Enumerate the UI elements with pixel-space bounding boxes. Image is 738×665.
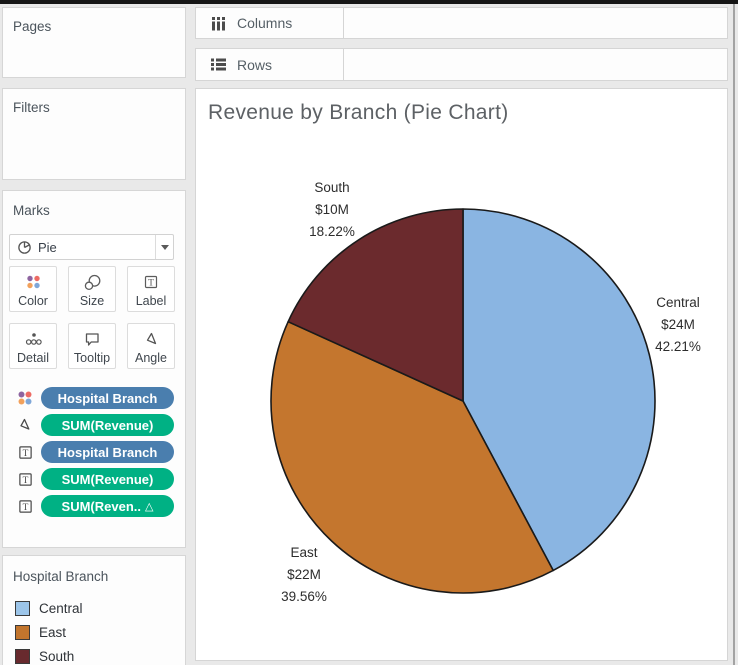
marks-card: Marks Pie [2, 190, 186, 548]
window-right-edge [733, 4, 735, 665]
pill-sum-revenue-angle[interactable]: SUM(Revenue) [41, 414, 174, 436]
pages-shelf[interactable]: Pages [2, 7, 186, 78]
angle-button-label: Angle [135, 351, 167, 365]
pill-row: T SUM(Reven.. △ [3, 495, 187, 517]
pill-label: SUM(Reven.. [61, 498, 141, 514]
color-button[interactable]: Color [9, 266, 57, 312]
slice-category: Central [656, 295, 700, 310]
text-label-icon[interactable]: T [14, 472, 36, 487]
pill-label: Hospital Branch [57, 390, 158, 406]
color-dots-icon[interactable] [14, 390, 36, 406]
filters-shelf-title: Filters [13, 100, 50, 115]
angle-button[interactable]: Angle [127, 323, 175, 369]
legend-label: Central [39, 600, 83, 616]
slice-percent: 18.22% [309, 224, 355, 239]
legend-label: South [39, 648, 75, 664]
text-label-icon[interactable]: T [14, 499, 36, 514]
window-top-edge [0, 0, 738, 4]
pie-mark-icon [17, 240, 32, 255]
size-button[interactable]: Size [68, 266, 116, 312]
columns-shelf-head: Columns [196, 8, 344, 38]
svg-text:T: T [22, 502, 28, 512]
worksheet-view: Revenue by Branch (Pie Chart) South $10M… [195, 88, 728, 661]
pie-slice-east[interactable] [270, 320, 555, 594]
detail-dots-icon [24, 331, 43, 347]
columns-bars-icon [210, 16, 227, 31]
svg-text:T: T [22, 475, 28, 485]
legend-item-list: Central East South [3, 596, 187, 665]
color-dots-icon [25, 274, 42, 290]
marks-card-title: Marks [13, 203, 50, 218]
legend-swatch [15, 648, 30, 664]
size-circles-icon [83, 274, 102, 291]
tooltip-button-label: Tooltip [73, 351, 111, 365]
marks-pill-list: Hospital Branch SUM(Revenue) T [3, 387, 187, 517]
columns-shelf[interactable]: Columns [195, 7, 728, 39]
slice-label-south: South $10M 18.22% [272, 177, 392, 243]
pill-row: T Hospital Branch [3, 441, 187, 463]
angle-triangle-icon[interactable] [14, 417, 36, 433]
legend-item-central[interactable]: Central [3, 596, 187, 620]
text-label-icon[interactable]: T [14, 445, 36, 460]
dropdown-caret-icon[interactable] [156, 235, 173, 259]
pill-label: SUM(Revenue) [61, 417, 154, 433]
rows-shelf[interactable]: Rows [195, 48, 728, 81]
pie-slice-central[interactable] [462, 208, 656, 572]
legend-title: Hospital Branch [13, 569, 109, 584]
rows-shelf-head: Rows [196, 49, 344, 80]
legend-label: East [39, 624, 67, 640]
color-legend-card: Hospital Branch Central East South [2, 555, 186, 665]
label-button[interactable]: T Label [127, 266, 175, 312]
angle-triangle-icon [143, 331, 159, 347]
dropdown-divider [155, 235, 156, 259]
pill-hospital-branch-label[interactable]: Hospital Branch [41, 441, 174, 463]
columns-shelf-label: Columns [237, 15, 293, 31]
delta-icon: △ [145, 500, 154, 513]
size-button-label: Size [79, 294, 105, 308]
pill-label: Hospital Branch [57, 444, 158, 460]
slice-value: $24M [661, 317, 695, 332]
slice-category: South [314, 180, 350, 195]
tooltip-bubble-icon [83, 331, 101, 347]
legend-item-south[interactable]: South [3, 644, 187, 665]
pie-slice-south[interactable] [287, 208, 464, 402]
mark-type-dropdown[interactable]: Pie [9, 234, 174, 260]
pill-label: SUM(Revenue) [61, 471, 154, 487]
detail-button-label: Detail [17, 351, 49, 365]
legend-swatch [15, 600, 30, 616]
pages-shelf-title: Pages [13, 19, 52, 34]
slice-percent: 39.56% [281, 589, 327, 604]
slice-label-central: Central $24M 42.21% [628, 292, 727, 358]
slice-category: East [290, 545, 318, 560]
pill-sum-revenue-label[interactable]: SUM(Revenue) [41, 468, 174, 490]
pie-chart [270, 208, 656, 594]
filters-shelf[interactable]: Filters [2, 88, 186, 180]
pill-hospital-branch-color[interactable]: Hospital Branch [41, 387, 174, 409]
chart-title: Revenue by Branch (Pie Chart) [208, 101, 509, 124]
pill-row: SUM(Revenue) [3, 414, 187, 436]
pill-row: Hospital Branch [3, 387, 187, 409]
slice-value: $22M [287, 567, 321, 582]
color-button-label: Color [18, 294, 48, 308]
legend-swatch [15, 624, 30, 640]
rows-shelf-label: Rows [237, 56, 273, 73]
slice-value: $10M [315, 202, 349, 217]
label-button-label: Label [135, 294, 167, 308]
text-label-icon: T [143, 274, 159, 290]
svg-text:T: T [22, 448, 28, 458]
legend-item-east[interactable]: East [3, 620, 187, 644]
svg-text:T: T [148, 278, 154, 288]
detail-button[interactable]: Detail [9, 323, 57, 369]
slice-label-east: East $22M 39.56% [244, 542, 364, 608]
pill-row: T SUM(Revenue) [3, 468, 187, 490]
tooltip-button[interactable]: Tooltip [68, 323, 116, 369]
slice-percent: 42.21% [655, 339, 701, 354]
pill-sum-revenue-delta[interactable]: SUM(Reven.. △ [41, 495, 174, 517]
rows-lines-icon [210, 57, 227, 72]
mark-type-value: Pie [38, 239, 57, 255]
